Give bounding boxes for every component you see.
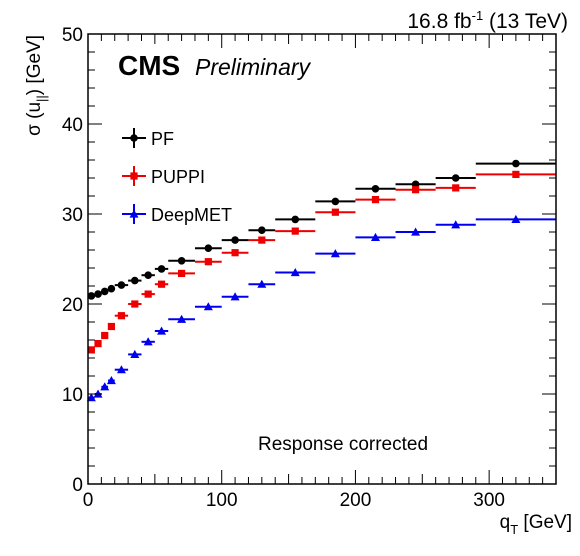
data-point	[87, 346, 95, 354]
data-point	[451, 220, 461, 229]
x-tick-label: 300	[473, 490, 505, 511]
data-point	[371, 185, 380, 193]
y-tick-label: 30	[62, 205, 83, 226]
x-axis-title-main: q	[500, 512, 511, 533]
luminosity-value: 16.8 fb	[407, 10, 471, 33]
data-point	[94, 340, 102, 348]
x-tick-label: 0	[83, 490, 94, 511]
data-point	[330, 249, 340, 258]
legend-entry-pf: PF	[122, 128, 174, 149]
data-point	[107, 322, 115, 331]
x-axis-title-unit: [GeV]	[518, 512, 572, 533]
data-point	[231, 249, 239, 257]
data-point	[144, 290, 152, 298]
x-axis-title-sub: T	[510, 522, 518, 537]
data-point	[290, 268, 300, 277]
data-point	[230, 292, 240, 301]
data-point	[101, 331, 109, 340]
y-tick-label: 10	[62, 385, 83, 406]
y-tick-label: 20	[62, 295, 83, 316]
data-point	[177, 314, 187, 323]
y-axis-title-main: σ (u	[24, 102, 45, 136]
data-point	[87, 292, 96, 300]
data-point	[106, 376, 116, 385]
legend-marker	[130, 134, 138, 142]
data-point	[116, 365, 126, 374]
data-point	[131, 276, 139, 285]
cms-label: CMS	[118, 50, 180, 81]
y-axis-title-unit: ) [GeV]	[24, 35, 45, 95]
data-point	[144, 271, 152, 280]
series-deepmet	[86, 214, 556, 402]
legend: PF PUPPI DeepMET	[122, 128, 232, 225]
data-point	[204, 258, 212, 266]
legend-marker	[129, 209, 139, 218]
data-point	[94, 290, 102, 298]
data-point	[131, 300, 139, 308]
data-point	[511, 214, 521, 223]
y-tick-label: 0	[72, 475, 83, 496]
data-point	[370, 232, 380, 241]
data-point	[117, 281, 126, 289]
legend-label: PF	[151, 129, 174, 149]
data-point	[130, 349, 140, 358]
response-corrected-label: Response corrected	[258, 434, 428, 455]
y-axis-title-sub: ||	[34, 95, 49, 102]
data-point	[231, 236, 239, 244]
data-marks	[86, 159, 556, 402]
data-point	[331, 208, 339, 216]
cms-preliminary-label: Preliminary	[195, 54, 312, 80]
data-point	[512, 170, 520, 178]
plot-frame	[87, 33, 557, 485]
luminosity-unit-exponent: -1	[472, 8, 484, 23]
data-point	[157, 326, 167, 335]
y-tick-label: 40	[62, 115, 83, 136]
y-axis-title: σ (u||) [GeV]	[24, 35, 49, 136]
data-point	[258, 236, 266, 244]
data-point	[371, 196, 380, 204]
energy-label: (13 TeV)	[483, 10, 568, 33]
data-point	[257, 279, 267, 288]
legend-entry-puppi: PUPPI	[122, 166, 205, 187]
data-point	[117, 312, 126, 320]
legend-label: PUPPI	[151, 167, 205, 187]
data-point	[86, 393, 96, 402]
data-point	[157, 265, 166, 273]
data-point	[157, 280, 166, 288]
series-puppi	[87, 170, 556, 354]
data-point	[411, 227, 421, 236]
data-point	[258, 226, 266, 234]
legend-marker	[130, 172, 138, 180]
data-point	[291, 227, 299, 235]
x-axis-title: qT [GeV]	[500, 512, 572, 537]
x-tick-label: 200	[340, 490, 372, 511]
series-pf	[87, 159, 556, 300]
data-point	[100, 287, 109, 296]
data-point	[177, 257, 186, 265]
data-point	[412, 186, 420, 194]
data-point	[178, 269, 186, 277]
data-point	[143, 337, 153, 346]
axis-ticks: 0 100 200 300 0 10 20 30 40 50	[62, 25, 557, 511]
legend-label: DeepMET	[151, 205, 232, 225]
x-tick-label: 100	[206, 490, 238, 511]
data-point	[452, 184, 460, 192]
data-point	[203, 302, 213, 311]
luminosity-label: 16.8 fb-1 (13 TeV)	[407, 8, 568, 33]
y-tick-label: 50	[62, 25, 83, 46]
data-point	[512, 159, 520, 168]
data-point	[451, 174, 460, 182]
data-point	[331, 197, 340, 206]
data-point	[100, 382, 110, 391]
data-point	[107, 284, 116, 293]
data-point	[291, 215, 300, 224]
data-point	[204, 244, 213, 252]
legend-entry-deepmet: DeepMET	[122, 204, 232, 225]
